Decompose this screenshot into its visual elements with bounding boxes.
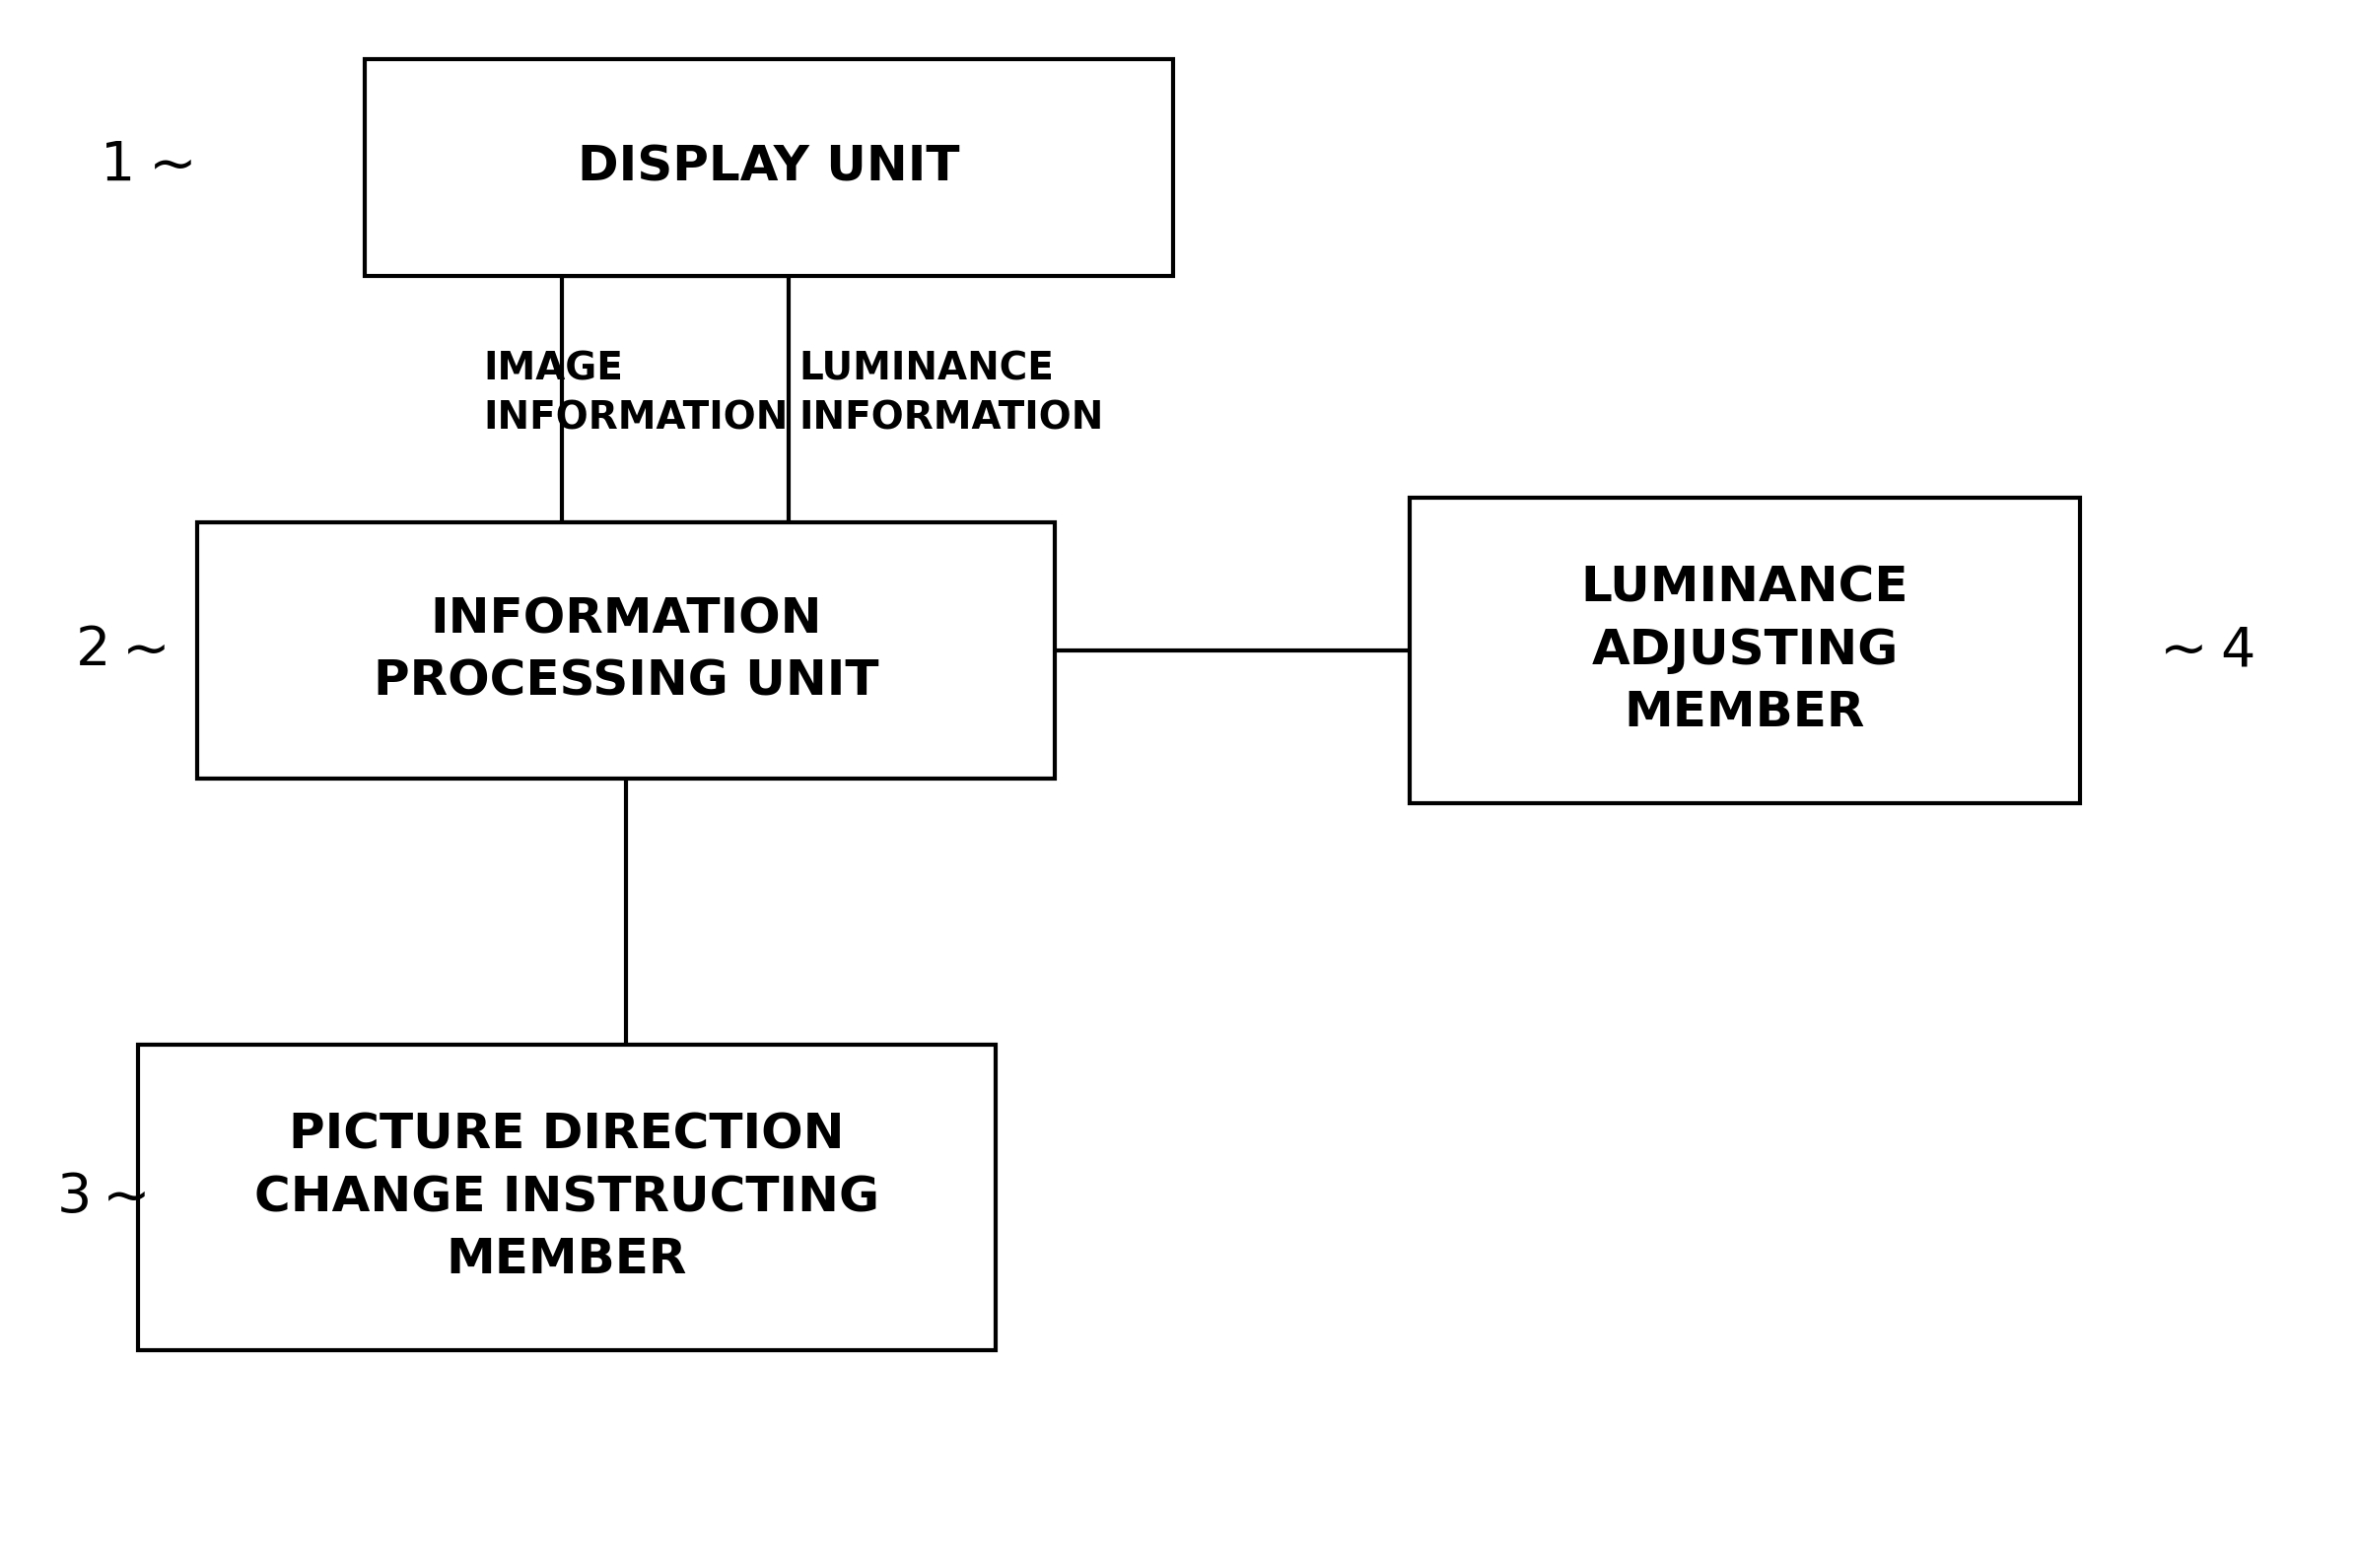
Text: IMAGE
INFORMATION: IMAGE INFORMATION [483, 351, 787, 437]
Text: 4: 4 [2220, 624, 2256, 677]
Bar [198, 522, 1056, 779]
Bar [1409, 497, 2079, 803]
Text: 2: 2 [75, 624, 111, 677]
Text: 3: 3 [57, 1171, 92, 1225]
Text: 1: 1 [101, 140, 137, 193]
Text: ~: ~ [101, 1170, 151, 1226]
Text: LUMINANCE
INFORMATION: LUMINANCE INFORMATION [799, 351, 1103, 437]
Text: ~: ~ [123, 622, 170, 679]
Text: PICTURE DIRECTION
CHANGE INSTRUCTING
MEMBER: PICTURE DIRECTION CHANGE INSTRUCTING MEM… [255, 1112, 879, 1283]
Bar [365, 60, 1174, 276]
Text: ~: ~ [2159, 622, 2209, 679]
Bar [139, 1044, 995, 1350]
Text: ~: ~ [148, 138, 196, 194]
Text: LUMINANCE
ADJUSTING
MEMBER: LUMINANCE ADJUSTING MEMBER [1582, 564, 1909, 737]
Text: INFORMATION
PROCESSING UNIT: INFORMATION PROCESSING UNIT [372, 596, 879, 706]
Text: DISPLAY UNIT: DISPLAY UNIT [577, 144, 959, 191]
